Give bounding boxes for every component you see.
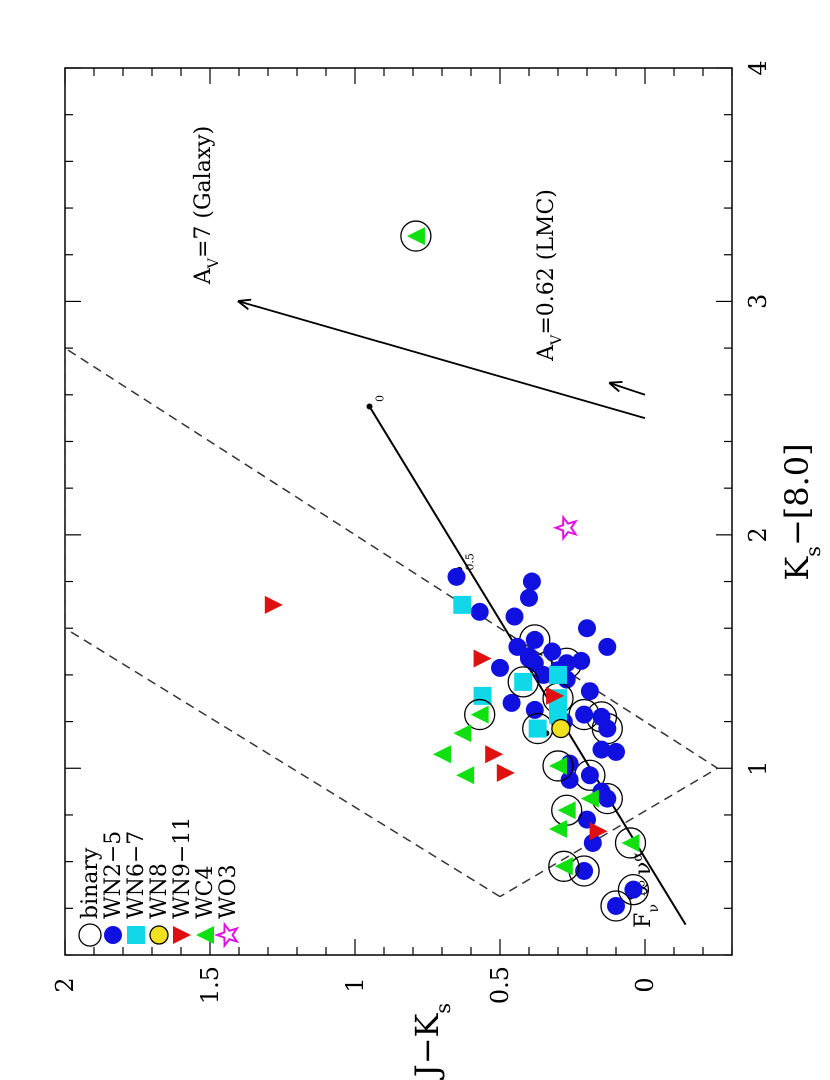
legend-marker-wn6-7 — [127, 926, 145, 944]
legend-marker-wn9-11 — [173, 926, 191, 944]
point-wc4 — [470, 705, 489, 724]
binary-ring — [617, 873, 650, 906]
point-wn2-5 — [525, 700, 544, 719]
binary-ring — [548, 850, 580, 882]
legend-label-wn2-5: WN2−5 — [101, 831, 126, 919]
point-wn9-11 — [485, 745, 504, 764]
legend-binary-marker — [78, 923, 102, 947]
x-tick-label: 2 — [744, 527, 772, 542]
legend-marker-wc4 — [196, 926, 214, 944]
binary-ring — [542, 750, 574, 782]
axis-ticks — [64, 67, 733, 956]
point-wn9-11 — [546, 686, 565, 705]
point-wn2-5 — [508, 637, 527, 656]
legend-label-wn6-7: WN6−7 — [124, 831, 149, 919]
data-points — [264, 220, 650, 922]
point-wc4 — [549, 756, 567, 775]
powerlaw-tick-marker — [366, 403, 373, 410]
point-wn2-5 — [491, 658, 509, 677]
y-tick-label: 2 — [51, 977, 79, 992]
legend-label-wn8: WN8 — [147, 863, 172, 919]
binary-ring — [507, 666, 539, 698]
point-wn2-5 — [447, 567, 466, 586]
axis-labels: 1 2 3 4 0 0.5 1 1.5 2 Ks−[8.0] J−Ks — [51, 60, 825, 1080]
x-tick-label: 4 — [744, 60, 772, 75]
reddening-arrow — [239, 301, 646, 419]
binary-ring — [614, 827, 647, 859]
dashed-region-outline — [64, 346, 719, 898]
point-wn2-5 — [502, 693, 521, 712]
plot-frame — [64, 67, 733, 956]
point-wn9-11 — [264, 595, 283, 614]
point-wn2-5 — [580, 682, 599, 701]
x-tick-label: 3 — [744, 294, 772, 309]
point-wn2-5 — [575, 861, 594, 880]
dashed-region — [64, 346, 719, 898]
point-wc4 — [557, 801, 576, 820]
point-wn6-7 — [473, 686, 492, 705]
point-wc4 — [580, 789, 599, 808]
legend-marker-wo3 — [213, 921, 240, 949]
point-wo3 — [552, 514, 579, 542]
point-wc4 — [549, 819, 567, 838]
point-wc4 — [433, 745, 451, 764]
y-tick-label: 1 — [341, 977, 369, 992]
powerlaw-tick-label: 0 — [374, 395, 387, 402]
point-wn2-5 — [520, 588, 538, 607]
point-wn9-11 — [589, 822, 608, 841]
point-wn9-11 — [473, 649, 492, 668]
point-wn2-5 — [592, 707, 611, 726]
binary-ring — [464, 698, 496, 731]
point-wn6-7 — [453, 595, 472, 614]
point-wn2-5 — [624, 880, 643, 899]
point-wc4 — [453, 724, 472, 743]
point-wn8 — [551, 718, 571, 739]
x-axis-title: Ks−[8.0] — [778, 443, 825, 580]
point-wn2-5 — [578, 619, 596, 638]
point-wn2-5 — [505, 607, 524, 626]
binary-ring — [600, 890, 632, 922]
point-wn2-5 — [543, 642, 562, 661]
point-wn2-5 — [580, 766, 599, 785]
legend-label-wn9-11: WN9−11 — [170, 817, 195, 919]
point-wn2-5 — [592, 740, 611, 759]
y-tick-label: 0.5 — [486, 966, 514, 1004]
reddening-label-galaxy: AV=7 (Galaxy) — [191, 126, 222, 286]
legend-marker-wn8 — [149, 925, 169, 945]
point-wn2-5 — [525, 630, 544, 649]
reddening-vectors: AV=7 (Galaxy) AV=0.62 (LMC) — [191, 126, 646, 419]
y-axis-title: J−Ks — [408, 1003, 455, 1080]
reddening-arrow — [610, 383, 646, 396]
point-wc4 — [406, 227, 425, 246]
binary-ring — [400, 220, 432, 252]
point-wn2-5 — [607, 742, 625, 761]
point-wn2-5 — [560, 770, 579, 789]
point-wn2-5 — [522, 572, 541, 591]
y-tick-label: 1.5 — [196, 966, 224, 1004]
point-wn6-7 — [528, 719, 547, 738]
point-wn2-5 — [470, 602, 489, 621]
point-wn2-5 — [575, 705, 594, 724]
point-wn2-5 — [572, 651, 591, 670]
legend-label-wo3: WO3 — [216, 864, 241, 919]
point-wc4 — [456, 766, 475, 785]
legend-binary-label: binary — [78, 847, 103, 919]
legend-label-wc4: WC4 — [193, 866, 218, 919]
x-tick-label: 1 — [744, 761, 772, 776]
point-wc4 — [621, 833, 640, 852]
powerlaw-tick-label: 0.5 — [463, 553, 476, 571]
point-wn2-5 — [583, 833, 602, 852]
y-tick-label: 0 — [631, 977, 659, 992]
point-wn2-5 — [598, 637, 617, 656]
point-wn6-7 — [514, 672, 533, 691]
reddening-label-lmc: AV=0.62 (LMC) — [534, 189, 565, 362]
point-wn2-5 — [607, 896, 625, 915]
legend-marker-wn2-5 — [104, 926, 122, 944]
point-wn6-7 — [549, 665, 567, 684]
point-wc4 — [554, 857, 573, 876]
point-wn9-11 — [496, 763, 515, 782]
